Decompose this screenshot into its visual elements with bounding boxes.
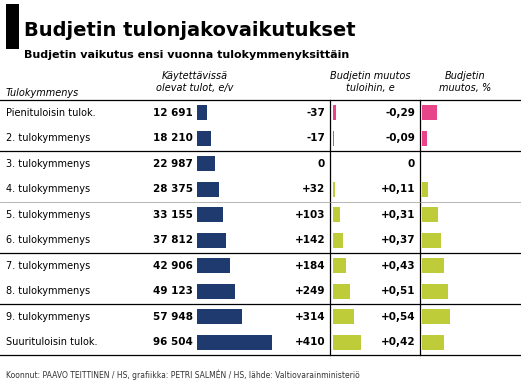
Text: 37 812: 37 812 (153, 235, 193, 245)
Text: 22 987: 22 987 (153, 159, 193, 169)
Bar (422, 105, 437, 120)
Text: 0: 0 (408, 159, 415, 169)
Text: +0,54: +0,54 (380, 312, 415, 322)
Text: 49 123: 49 123 (153, 286, 193, 296)
Text: Budjetin tulonjakovaikutukset: Budjetin tulonjakovaikutukset (24, 21, 356, 39)
Bar (197, 259, 230, 273)
Bar (333, 259, 345, 273)
Text: +142: +142 (294, 235, 325, 245)
Bar (197, 207, 223, 222)
Text: Budjetin
muutos, %: Budjetin muutos, % (439, 71, 492, 93)
Bar (197, 131, 211, 146)
Bar (197, 309, 242, 324)
Bar (197, 284, 235, 299)
Text: +0,31: +0,31 (380, 210, 415, 220)
Bar (333, 182, 335, 197)
Bar (197, 156, 215, 171)
Text: Käytettävissä
olevat tulot, e/v: Käytettävissä olevat tulot, e/v (156, 71, 234, 93)
Text: Pienituloisin tulok.: Pienituloisin tulok. (6, 108, 96, 118)
Text: 4. tulokymmenys: 4. tulokymmenys (6, 184, 90, 194)
Bar (422, 309, 450, 324)
Text: 12 691: 12 691 (153, 108, 193, 118)
Bar (6, 4, 19, 49)
Text: +410: +410 (294, 337, 325, 347)
Text: +184: +184 (294, 261, 325, 271)
Text: 6. tulokymmenys: 6. tulokymmenys (6, 235, 90, 245)
Text: Budjetin vaikutus ensi vuonna tulokymmenyksittäin: Budjetin vaikutus ensi vuonna tulokymmen… (24, 50, 349, 60)
Text: 57 948: 57 948 (153, 312, 193, 322)
Text: 28 375: 28 375 (153, 184, 193, 194)
Text: Budjetin muutos
tuloihin, e: Budjetin muutos tuloihin, e (330, 71, 410, 93)
Text: +0,51: +0,51 (380, 286, 415, 296)
Text: 33 155: 33 155 (153, 210, 193, 220)
Text: +0,43: +0,43 (380, 261, 415, 271)
Bar (333, 284, 350, 299)
Bar (333, 335, 361, 349)
Bar (197, 105, 207, 120)
Text: Suurituloisin tulok.: Suurituloisin tulok. (6, 337, 97, 347)
Text: 2. tulokymmenys: 2. tulokymmenys (6, 133, 90, 143)
Text: +249: +249 (294, 286, 325, 296)
Bar (422, 233, 441, 248)
Text: -0,09: -0,09 (385, 133, 415, 143)
Text: -0,29: -0,29 (385, 108, 415, 118)
Text: 5. tulokymmenys: 5. tulokymmenys (6, 210, 90, 220)
Text: +32: +32 (302, 184, 325, 194)
Bar (333, 207, 340, 222)
Text: 18 210: 18 210 (153, 133, 193, 143)
Text: -17: -17 (306, 133, 325, 143)
Bar (197, 182, 219, 197)
Text: 42 906: 42 906 (153, 261, 193, 271)
Text: 9. tulokymmenys: 9. tulokymmenys (6, 312, 90, 322)
Bar (422, 131, 427, 146)
Bar (197, 335, 272, 349)
Bar (422, 284, 449, 299)
Text: +0,37: +0,37 (380, 235, 415, 245)
Bar (333, 233, 343, 248)
Bar (422, 335, 444, 349)
Text: 8. tulokymmenys: 8. tulokymmenys (6, 286, 90, 296)
Text: -37: -37 (306, 108, 325, 118)
Text: Tulokymmenys: Tulokymmenys (6, 88, 79, 98)
Text: 7. tulokymmenys: 7. tulokymmenys (6, 261, 90, 271)
Bar (333, 309, 354, 324)
Text: +0,11: +0,11 (380, 184, 415, 194)
Text: +103: +103 (294, 210, 325, 220)
Bar (422, 207, 438, 222)
Text: +314: +314 (294, 312, 325, 322)
Text: +0,42: +0,42 (380, 337, 415, 347)
Bar (422, 259, 444, 273)
Bar (333, 131, 334, 146)
Text: Koonnut: PAAVO TEITTINEN / HS, grafiikka: PETRI SALMÉN / HS, lähde: Valtiovarain: Koonnut: PAAVO TEITTINEN / HS, grafiikka… (6, 370, 359, 380)
Text: 3. tulokymmenys: 3. tulokymmenys (6, 159, 90, 169)
Bar (422, 182, 428, 197)
Text: 0: 0 (318, 159, 325, 169)
Bar (197, 233, 227, 248)
Text: 96 504: 96 504 (153, 337, 193, 347)
Bar (333, 105, 336, 120)
